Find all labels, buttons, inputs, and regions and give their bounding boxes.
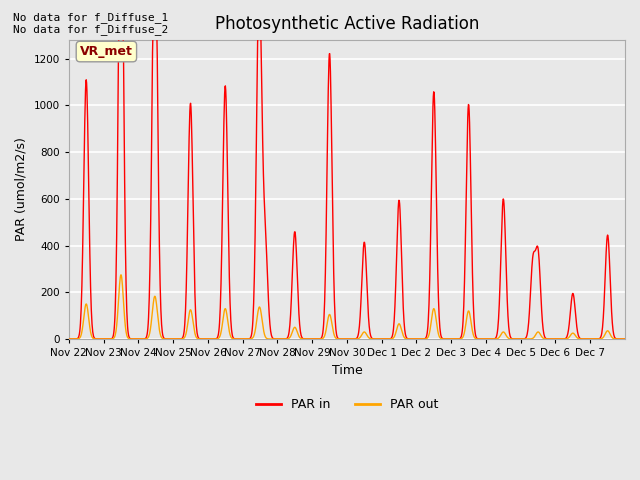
Text: VR_met: VR_met <box>80 45 133 58</box>
Legend: PAR in, PAR out: PAR in, PAR out <box>250 394 444 416</box>
Text: No data for f_Diffuse_1
No data for f_Diffuse_2: No data for f_Diffuse_1 No data for f_Di… <box>13 12 168 36</box>
Title: Photosynthetic Active Radiation: Photosynthetic Active Radiation <box>215 15 479 33</box>
Y-axis label: PAR (umol/m2/s): PAR (umol/m2/s) <box>15 138 28 241</box>
X-axis label: Time: Time <box>332 363 362 376</box>
